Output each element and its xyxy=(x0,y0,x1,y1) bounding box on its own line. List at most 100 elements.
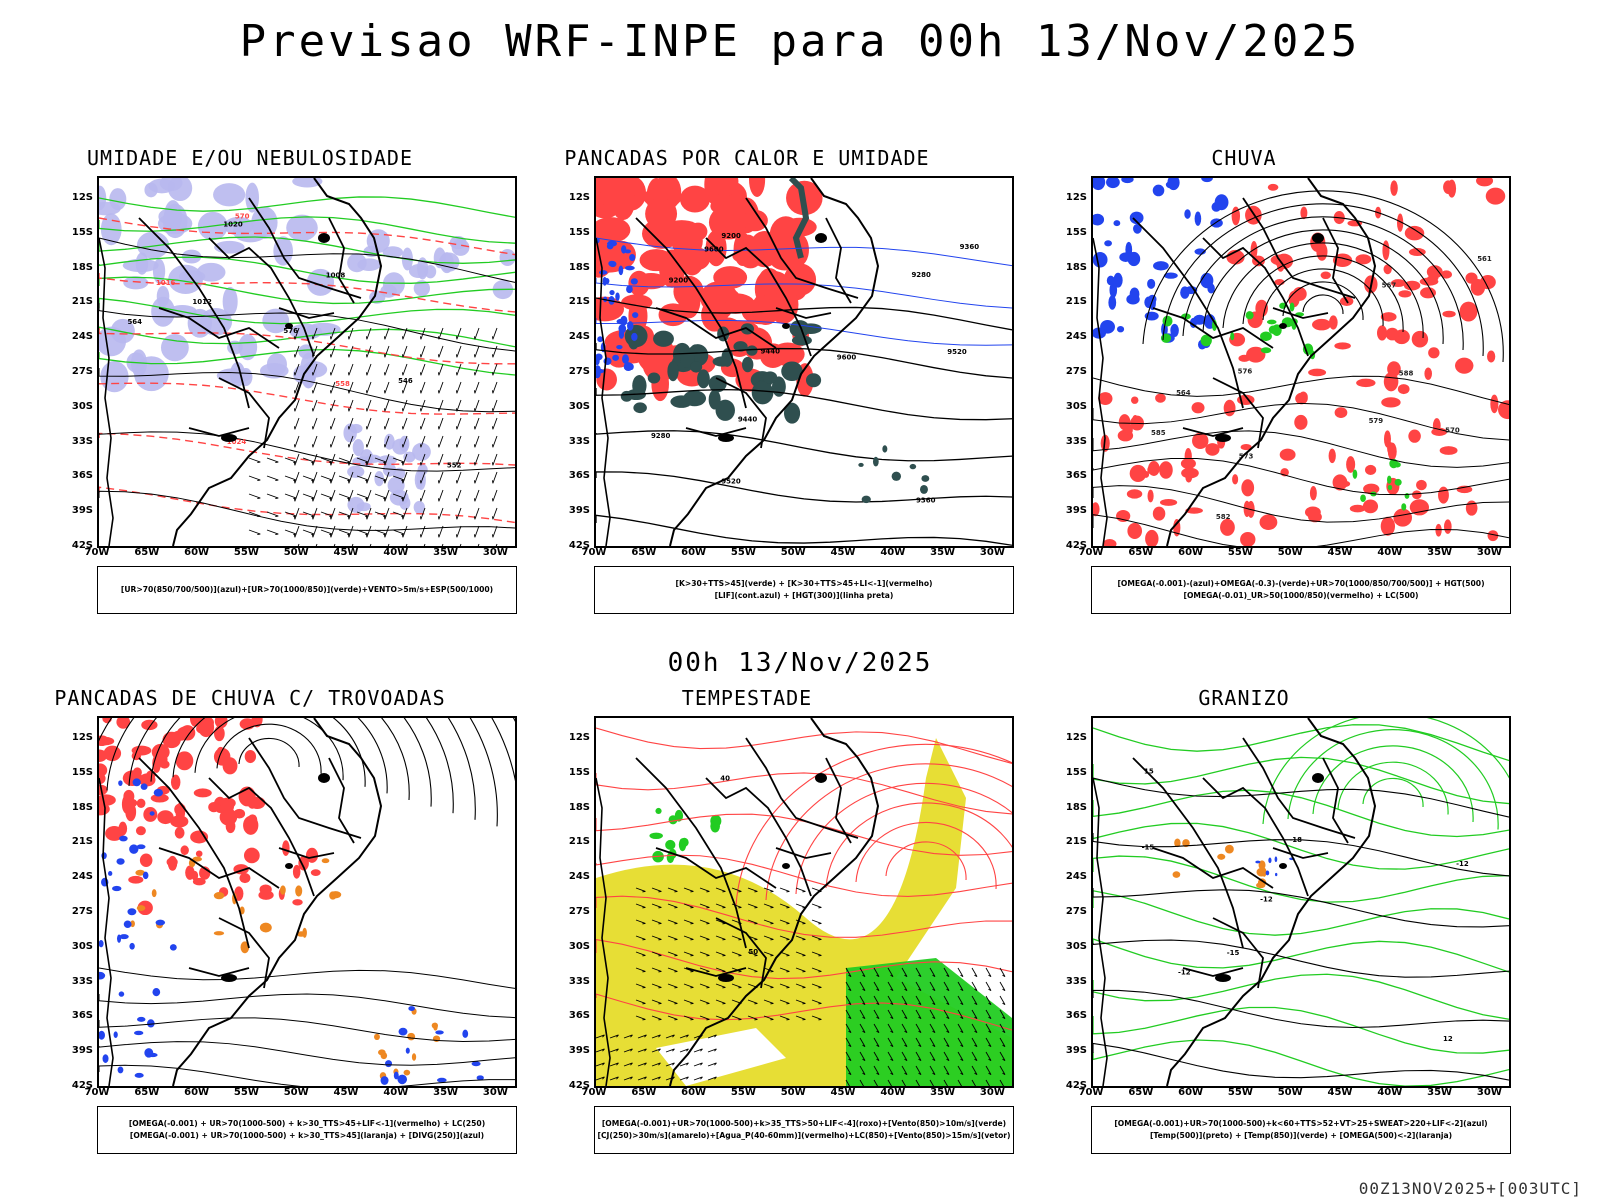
latitude-label: 24S xyxy=(568,871,590,883)
panel-title: TEMPESTADE xyxy=(681,686,813,710)
longitude-label: 55W xyxy=(1227,547,1253,558)
contour-value-label: -18 xyxy=(1289,836,1302,844)
latitude-label: 36S xyxy=(1065,1010,1087,1022)
map-area: 582 579 576 573 570 567 564 561 588 585 xyxy=(1091,176,1511,548)
latitude-label: 33S xyxy=(1065,435,1087,447)
longitude-label: 50W xyxy=(283,1087,309,1098)
longitude-label: 70W xyxy=(84,547,110,558)
longitude-label: 55W xyxy=(233,547,259,558)
contour-value-label: 9200 xyxy=(721,232,741,240)
contour-value-label: 570 xyxy=(235,213,250,221)
contour-value-label: 546 xyxy=(398,377,413,385)
longitude-label: 35W xyxy=(930,1087,956,1098)
longitude-label: 60W xyxy=(681,1087,707,1098)
latitude-label: 30S xyxy=(1065,940,1087,952)
contour-value-label: 582 xyxy=(1216,513,1231,521)
longitude-label: 45W xyxy=(830,547,856,558)
contour-value-label: -15 xyxy=(1142,843,1155,851)
longitude-label: 50W xyxy=(780,1087,806,1098)
contour-value-label: 588 xyxy=(1399,370,1414,378)
longitude-label: 35W xyxy=(433,547,459,558)
longitude-label: 70W xyxy=(1078,547,1104,558)
map-graphic xyxy=(99,718,515,1086)
latitude-label: 36S xyxy=(1065,470,1087,482)
longitude-label: 65W xyxy=(134,1087,160,1098)
longitude-label: 70W xyxy=(581,1087,607,1098)
contour-value-label: 9360 xyxy=(916,497,936,505)
latitude-label: 42S xyxy=(568,1080,590,1091)
longitude-label: 50W xyxy=(283,547,309,558)
longitude-label: 40W xyxy=(1377,1087,1403,1098)
longitude-label: 60W xyxy=(681,547,707,558)
latitude-label: 18S xyxy=(568,801,590,813)
latitude-label: 24S xyxy=(1065,871,1087,883)
map-panel: PANCADAS POR CALOR E UMIDADE 12S 15S 18S 21S… xyxy=(497,146,1014,636)
contour-value-label: 1020 xyxy=(223,221,243,229)
longitude-label: 30W xyxy=(979,547,1005,558)
latitude-label: 24S xyxy=(71,871,93,883)
longitude-label: 55W xyxy=(1227,1087,1253,1098)
latitude-label: 15S xyxy=(1065,766,1087,778)
longitude-label: 30W xyxy=(1476,1087,1502,1098)
latitude-label: 42S xyxy=(568,540,590,551)
legend-line: [OMEGA(-0.01)_UR>50(1000/850)(vermelho) … xyxy=(1183,591,1419,600)
latitude-label: 21S xyxy=(1065,836,1087,848)
latitude-label: 18S xyxy=(1065,261,1087,273)
latitude-label: 33S xyxy=(71,435,93,447)
contour-value-label: 1024 xyxy=(227,438,247,446)
latitude-label: 12S xyxy=(1065,732,1087,743)
latitude-label: 18S xyxy=(71,801,93,813)
contour-value-label: -12 xyxy=(1456,860,1469,868)
panel-title: GRANIZO xyxy=(1198,686,1290,710)
map-area: 9600 9520 9440 9360 9280 9200 9600 9520 9440 9360… xyxy=(594,176,1014,548)
latitude-label: 12S xyxy=(568,192,590,203)
contour-value-label: 558 xyxy=(335,380,350,388)
longitude-label: 70W xyxy=(1078,1087,1104,1098)
panel-title: CHUVA xyxy=(1211,146,1277,170)
latitude-label: 33S xyxy=(568,435,590,447)
map-panel: UMIDADE E/OU NEBULOSIDADE 12S 15S 18S 21S 24S… xyxy=(0,146,517,636)
latitude-label: 18S xyxy=(71,261,93,273)
map-graphic: 1012 1016 576 1020 1024 1008 564 558 552 546 570 xyxy=(99,178,515,546)
contour-value-label: 1016 xyxy=(156,279,176,287)
latitude-label: 15S xyxy=(568,766,590,778)
legend-line: [OMEGA(-0.001)-(azul)+OMEGA(-0.3)-(verde… xyxy=(1117,579,1485,588)
contour-value-label: 9440 xyxy=(738,416,758,424)
latitude-label: 21S xyxy=(568,836,590,848)
legend-line: [OMEGA(-0.001)+UR>70(1000-500)+k<60+TTS>… xyxy=(1114,1119,1488,1128)
contour-value-label: 570 xyxy=(1445,426,1460,434)
latitude-label: 21S xyxy=(1065,296,1087,308)
contour-value-label: 9360 xyxy=(960,243,980,251)
contour-value-label: 1012 xyxy=(192,298,212,306)
contour-value-label: 579 xyxy=(1369,417,1384,425)
latitude-label: 27S xyxy=(1065,906,1087,917)
latitude-label: 21S xyxy=(71,836,93,848)
longitude-label: 55W xyxy=(233,1087,259,1098)
latitude-label: 27S xyxy=(1065,366,1087,377)
map-graphic: 50 40 xyxy=(596,718,1012,1086)
latitude-label: 33S xyxy=(1065,975,1087,987)
latitude-label: 42S xyxy=(71,540,93,551)
contour-value-label: 12 xyxy=(1443,1035,1453,1043)
latitude-label: 33S xyxy=(568,975,590,987)
forecast-time-title: 00h 13/Nov/2025 xyxy=(667,648,933,678)
map-panel: TEMPESTADE 12S 15S 18S 21S 24S 27S 30S 33S 36S 39S… xyxy=(497,686,1014,1176)
longitude-label: 45W xyxy=(1327,1087,1353,1098)
longitude-label: 45W xyxy=(333,547,359,558)
legend-line: [OMEGA(-0.001) + UR>70(1000-500) + k>30_… xyxy=(129,1131,485,1140)
longitude-label: 60W xyxy=(1178,1087,1204,1098)
latitude-label: 39S xyxy=(1065,505,1087,517)
latitude-label: 39S xyxy=(568,505,590,517)
longitude-label: 40W xyxy=(880,547,906,558)
latitude-label: 39S xyxy=(568,1045,590,1057)
longitude-label: 55W xyxy=(730,1087,756,1098)
longitude-label: 45W xyxy=(333,1087,359,1098)
latitude-label: 12S xyxy=(1065,192,1087,203)
panel-legend: [OMEGA(-0.001) + UR>70(1000-500) + k>30_… xyxy=(97,1106,517,1154)
contour-value-label: 564 xyxy=(1176,389,1191,397)
panel-legend: [K>30+TTS>45](verde) + [K>30+TTS>45+LI<-… xyxy=(594,566,1014,614)
legend-line: [Temp(500)](preto) + [Temp(850)](verde) … xyxy=(1149,1131,1453,1140)
latitude-label: 33S xyxy=(71,975,93,987)
legend-line: [OMEGA(-0.001)+UR>70(1000-500)+k>35_TTS>… xyxy=(601,1119,1007,1128)
longitude-label: 60W xyxy=(1178,547,1204,558)
